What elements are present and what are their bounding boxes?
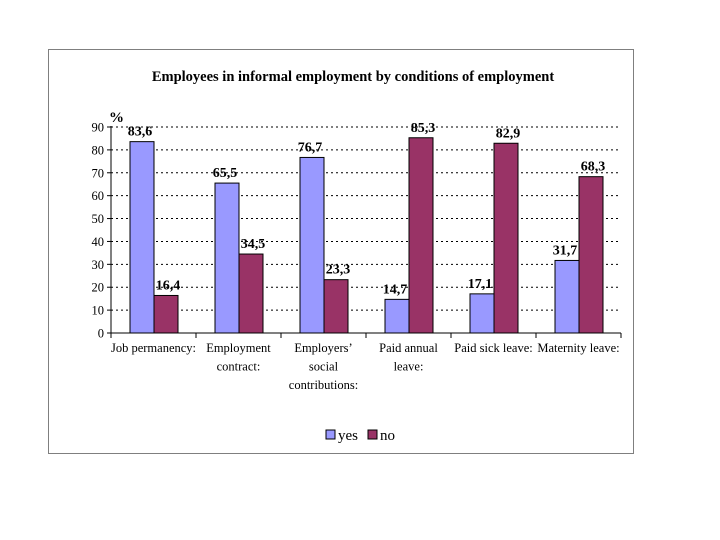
x-tick-label: Paid sick leave: [454,341,532,355]
data-label: 82,9 [496,126,521,141]
data-label: 65,5 [213,166,238,181]
bar-yes [384,298,410,334]
x-tick-label: contributions: [289,378,358,392]
data-label: 83,6 [128,125,153,140]
bar-no [153,294,179,334]
legend-label-yes: yes [338,428,358,444]
x-ticks: Job permanency: Employment contract: Employ… [111,341,620,392]
bar-no [493,142,519,334]
legend-swatch-yes [325,429,336,440]
chart-title: Employees in informal employment by cond… [152,69,555,85]
bar-yes [214,182,240,334]
data-label: 16,4 [156,278,181,293]
y-tick-label: 60 [92,189,105,203]
data-label: 76,7 [298,140,323,155]
axes [107,126,622,338]
y-tick-label: 20 [92,281,105,295]
y-tick-label: 0 [98,327,104,341]
y-ticks: 0 10 20 30 40 50 60 70 80 90 [92,121,105,341]
bar-chart: Employees in informal employment by cond… [92,69,622,444]
x-tick-label: Paid annual [379,341,438,355]
bar-yes [129,141,155,334]
bars [129,137,604,334]
bar-no [323,279,349,334]
y-tick-label: 10 [92,304,105,318]
chart-area: Employees in informal employment by cond… [48,49,634,454]
x-tick-label: social [309,360,339,374]
data-label: 23,3 [326,263,351,278]
legend: yes no [325,428,395,444]
data-label: 31,7 [553,243,578,258]
bar-no [238,253,264,334]
bar-no [578,176,604,334]
legend-label-no: no [380,428,395,444]
data-label: 85,3 [411,121,436,136]
bar-yes [299,156,325,334]
y-tick-label: 80 [92,143,105,157]
bar-no [408,137,434,334]
y-tick-label: 40 [92,235,105,249]
data-labels: 83,6 16,4 65,5 34,5 76,7 23,3 14,7 85,3 17,1 82,9… [128,121,606,298]
data-label: 14,7 [383,282,408,297]
data-label: 34,5 [241,237,266,252]
gridlines [111,126,621,311]
x-tick-label: Maternity leave: [537,341,619,355]
x-tick-label: leave: [394,360,424,374]
y-tick-label: 30 [92,258,105,272]
bar-yes [469,293,495,334]
x-tick-label: contract: [217,360,261,374]
x-tick-label: Employment [206,341,271,355]
y-tick-label: 70 [92,166,105,180]
y-tick-label: 50 [92,212,105,226]
legend-swatch-no [367,429,378,440]
data-label: 68,3 [581,160,606,175]
x-tick-label: Job permanency: [111,341,196,355]
bar-yes [554,259,580,334]
x-tick-label: Employers’ [294,341,352,355]
y-tick-label: 90 [92,121,105,135]
data-label: 17,1 [468,277,493,292]
y-axis-label: % [109,110,124,126]
